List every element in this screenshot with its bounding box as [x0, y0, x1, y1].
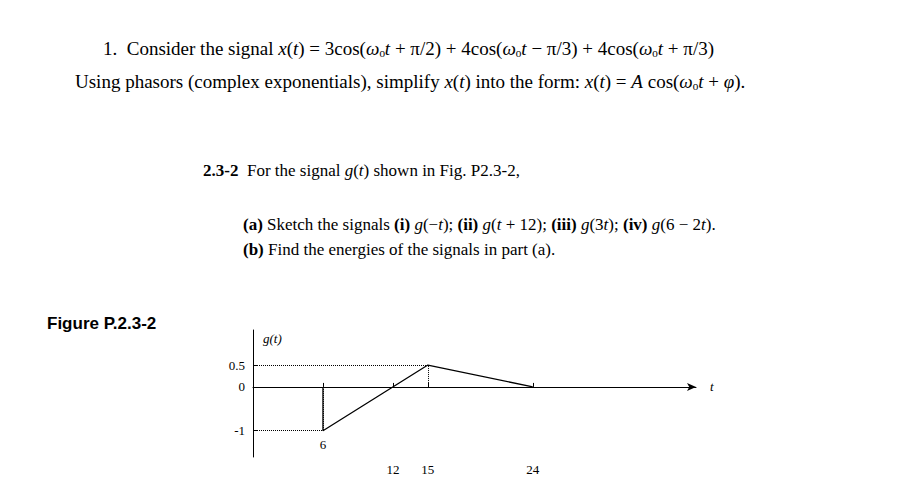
html-text:2.3-2 For the signal g (t) sho: 2.3-2 For the signal g (t) shown in Fig.… — [203, 161, 520, 180]
html-text:(b) Find the energies of the s: (b) Find the energies of the signals in … — [243, 240, 556, 259]
svg-text:t: t — [710, 379, 714, 394]
svg-text:6: 6 — [320, 437, 327, 452]
html-text:Figure P.2.3-2: Figure P.2.3-2 — [47, 314, 157, 333]
svg-text:0.5: 0.5 — [229, 358, 245, 373]
svg-text:0: 0 — [239, 379, 246, 394]
svg-text:24: 24 — [526, 462, 540, 477]
html-text:Using phasors (complex exponen: Using phasors (complex exponentials), si… — [75, 71, 746, 92]
svg-text:-1: -1 — [234, 423, 245, 438]
svg-text:12: 12 — [386, 462, 399, 477]
html-text:(a) Sketch the signals (i) g (: (a) Sketch the signals (i) g (− t); (ii)… — [243, 215, 716, 234]
html-text:1. Consider the signal x (t) =: 1. Consider the signal x (t) = 3cos(ω ₒ … — [103, 38, 714, 59]
svg-text:15: 15 — [421, 462, 434, 477]
svg-text:g(t): g(t) — [263, 331, 282, 346]
